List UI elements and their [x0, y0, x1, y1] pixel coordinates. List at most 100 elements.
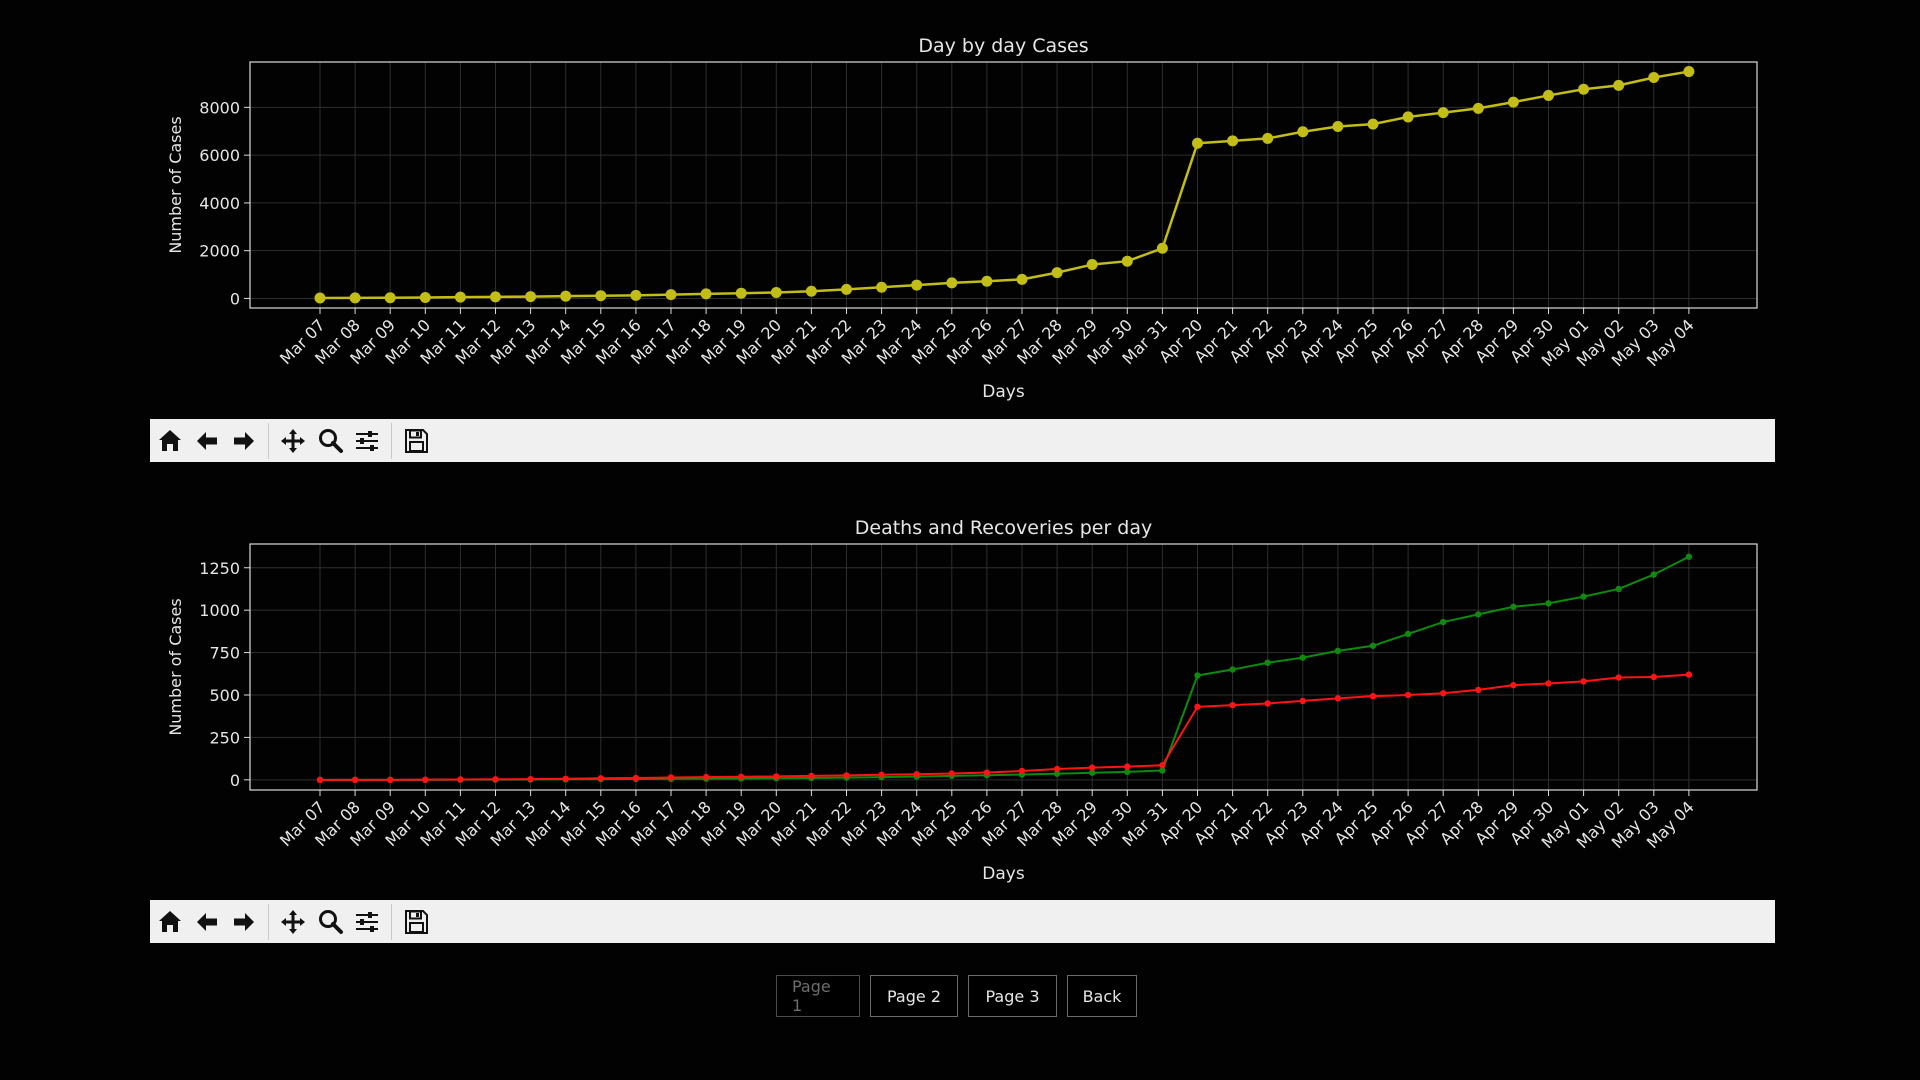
data-point [419, 291, 431, 303]
data-point [1404, 691, 1412, 699]
toolbar-zoom-button[interactable] [312, 903, 348, 940]
data-point [805, 285, 817, 297]
page-3-button[interactable]: Page 3 [968, 975, 1057, 1017]
data-point [948, 770, 955, 777]
data-point [1264, 659, 1271, 666]
toolbar-separator [268, 422, 269, 459]
data-point [702, 773, 710, 781]
y-tick-label: 6000 [199, 146, 240, 165]
series-1 [316, 671, 1693, 784]
deaths-recoveries-chart: Deaths and Recoveries per day 0 250 500 750 1… [166, 517, 1758, 884]
data-point [841, 283, 852, 295]
series-line [320, 555, 1690, 781]
data-point [770, 286, 782, 298]
arrow-right-icon [234, 431, 254, 450]
toolbar-forward-button[interactable] [226, 422, 262, 459]
data-point [946, 277, 958, 289]
data-point [1016, 273, 1028, 285]
data-point [527, 775, 534, 783]
toolbar-home-button[interactable] [152, 422, 188, 459]
toolbar-zoom-button[interactable] [312, 422, 348, 459]
data-point [1297, 126, 1309, 138]
chart-toolbar-cases [150, 419, 1775, 462]
chart-toolbar-deaths-recoveries [150, 900, 1775, 943]
data-point [1369, 642, 1377, 649]
y-tick-label: 0 [230, 289, 240, 308]
y-tick-label: 8000 [199, 98, 240, 117]
data-point [1437, 107, 1449, 119]
data-point [384, 292, 396, 304]
data-point [1440, 690, 1447, 697]
data-point [1507, 96, 1519, 108]
data-point [457, 776, 464, 783]
data-point [1545, 680, 1552, 687]
data-point [630, 289, 642, 301]
toolbar-save-button[interactable] [398, 903, 434, 940]
data-point [878, 771, 885, 778]
toolbar-separator [391, 903, 392, 940]
data-point [1580, 593, 1587, 600]
page-1-button: Page 1 [776, 975, 860, 1017]
data-point [595, 290, 607, 302]
data-point [1578, 83, 1590, 95]
arrow-left-icon [197, 431, 217, 450]
data-point [1367, 118, 1379, 130]
data-point [735, 287, 747, 299]
sliders-icon [356, 911, 378, 932]
data-point [983, 769, 991, 776]
toolbar-configure-button[interactable] [349, 903, 385, 940]
data-point [1086, 259, 1098, 271]
data-point [1159, 762, 1166, 769]
series-line [319, 70, 1690, 300]
data-point [422, 776, 429, 783]
toolbar-home-button[interactable] [152, 903, 188, 940]
data-point [1648, 72, 1660, 84]
data-point [1089, 764, 1096, 771]
data-point [1543, 89, 1554, 101]
toolbar-forward-button[interactable] [226, 903, 262, 940]
toolbar-pan-button[interactable] [275, 422, 311, 459]
data-point [1545, 600, 1552, 607]
data-point [1156, 242, 1168, 254]
data-point [1440, 618, 1447, 626]
y-tick-label: 500 [209, 686, 240, 705]
data-point [1334, 695, 1342, 702]
y-tick-label: 1250 [199, 559, 240, 578]
page-navigation: Page 1 Page 2 Page 3 Back [0, 975, 1920, 1017]
data-point [597, 775, 604, 782]
page-2-button[interactable]: Page 2 [870, 975, 958, 1017]
data-point [913, 771, 920, 778]
y-tick-label: 250 [209, 728, 240, 747]
data-point [1124, 768, 1131, 776]
data-point [1053, 770, 1061, 777]
data-point [1089, 769, 1096, 776]
arrow-left-icon [197, 912, 217, 931]
data-point [1650, 571, 1658, 578]
data-point [1229, 701, 1236, 709]
data-point [1229, 666, 1236, 673]
back-button[interactable]: Back [1067, 975, 1137, 1017]
cases-chart: Day by day Cases 0 2000 4000 6000 8000 Number … [166, 35, 1758, 402]
toolbar-back-button[interactable] [189, 903, 225, 940]
arrow-right-icon [234, 912, 254, 931]
toolbar-back-button[interactable] [189, 422, 225, 459]
data-point [1580, 678, 1587, 685]
data-point [1262, 132, 1274, 144]
data-point [1615, 585, 1622, 593]
data-point [1051, 267, 1063, 279]
data-point [1650, 673, 1658, 681]
toolbar-save-button[interactable] [398, 422, 434, 459]
series-0 [314, 66, 1695, 304]
sliders-icon [356, 430, 378, 451]
home-icon [159, 429, 181, 451]
data-point [349, 292, 361, 304]
data-point [632, 774, 640, 782]
toolbar-configure-button[interactable] [349, 422, 385, 459]
data-point [525, 291, 537, 303]
magnifier-icon [319, 909, 343, 934]
x-axis-label: Days [982, 382, 1025, 402]
data-point [1121, 255, 1133, 267]
toolbar-pan-button[interactable] [275, 903, 311, 940]
y-tick-label: 1000 [199, 601, 240, 620]
